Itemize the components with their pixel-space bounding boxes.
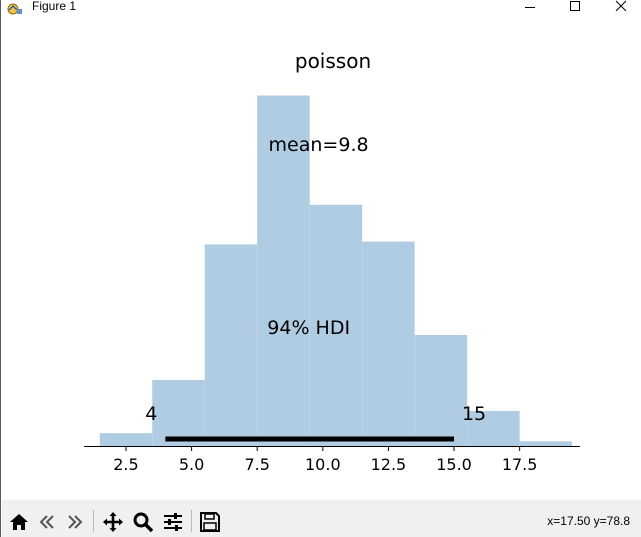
maximize-icon <box>570 1 580 11</box>
matplotlib-app-icon <box>7 0 22 15</box>
forward-arrow-icon <box>68 515 83 529</box>
histogram-bar <box>204 244 258 446</box>
navigation-toolbar: x=17.50 y=78.8 <box>2 500 641 537</box>
histogram-bar <box>414 335 468 446</box>
histogram-bar <box>257 95 310 447</box>
x-axis-ticks: 2.5 5.0 7.5 10.0 12.5 15.0 17.5 <box>113 446 537 474</box>
x-tick-label: 17.5 <box>502 455 538 474</box>
x-tick-label: 7.5 <box>244 455 269 474</box>
save-button[interactable] <box>197 509 223 535</box>
zoom-button[interactable] <box>130 509 156 535</box>
pan-button[interactable] <box>100 509 126 535</box>
x-tick-label: 12.5 <box>371 455 407 474</box>
histogram-bar <box>152 379 205 446</box>
minimize-button[interactable] <box>507 0 553 14</box>
x-tick-label: 5.0 <box>179 455 204 474</box>
maximize-button[interactable] <box>552 0 598 14</box>
histogram-bar <box>309 204 363 446</box>
x-tick-label: 15.0 <box>436 455 472 474</box>
histogram-bar <box>362 241 415 446</box>
home-button[interactable] <box>6 509 32 535</box>
floppy-icon <box>200 512 220 532</box>
sliders-icon <box>164 513 182 531</box>
mean-label: mean=9.8 <box>269 134 369 156</box>
toolbar-separator <box>93 510 94 532</box>
figure-canvas[interactable]: 2.5 5.0 7.5 10.0 12.5 15.0 17.5 poisson mean=9… <box>2 16 641 500</box>
x-tick-label: 2.5 <box>113 455 138 474</box>
x-tick-label: 10.0 <box>305 455 341 474</box>
close-button[interactable] <box>598 0 641 14</box>
back-button[interactable] <box>34 509 60 535</box>
cursor-coordinates: x=17.50 y=78.8 <box>547 514 630 528</box>
chart-title: poisson <box>295 49 371 73</box>
hdi-label: 94% HDI <box>267 317 350 339</box>
hdi-low-label: 4 <box>145 403 157 425</box>
minimize-icon <box>525 7 535 8</box>
magnifier-icon <box>133 512 154 533</box>
back-arrow-icon <box>39 515 54 529</box>
histogram-bar <box>519 441 573 446</box>
posterior-plot: 2.5 5.0 7.5 10.0 12.5 15.0 17.5 poisson mean=9… <box>84 49 580 474</box>
hdi-high-label: 15 <box>462 403 486 425</box>
toolbar-separator <box>191 510 192 532</box>
window-title: Figure 1 <box>32 0 77 13</box>
move-icon <box>103 512 123 532</box>
histogram-bar <box>99 433 153 446</box>
close-icon <box>615 0 627 11</box>
configure-subplots-button[interactable] <box>160 509 186 535</box>
histogram-bar <box>467 410 520 446</box>
forward-button[interactable] <box>62 509 88 535</box>
histogram-bars <box>99 95 573 447</box>
title-bar: Figure 1 <box>1 0 641 16</box>
home-icon <box>10 514 28 530</box>
